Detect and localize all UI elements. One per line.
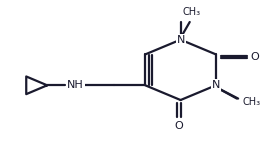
Text: N: N: [212, 80, 220, 90]
Text: N: N: [176, 35, 185, 45]
Text: CH₃: CH₃: [183, 7, 201, 17]
Text: CH₃: CH₃: [242, 97, 260, 107]
Text: O: O: [251, 52, 259, 62]
Text: NH: NH: [67, 80, 84, 90]
Text: O: O: [174, 121, 183, 131]
